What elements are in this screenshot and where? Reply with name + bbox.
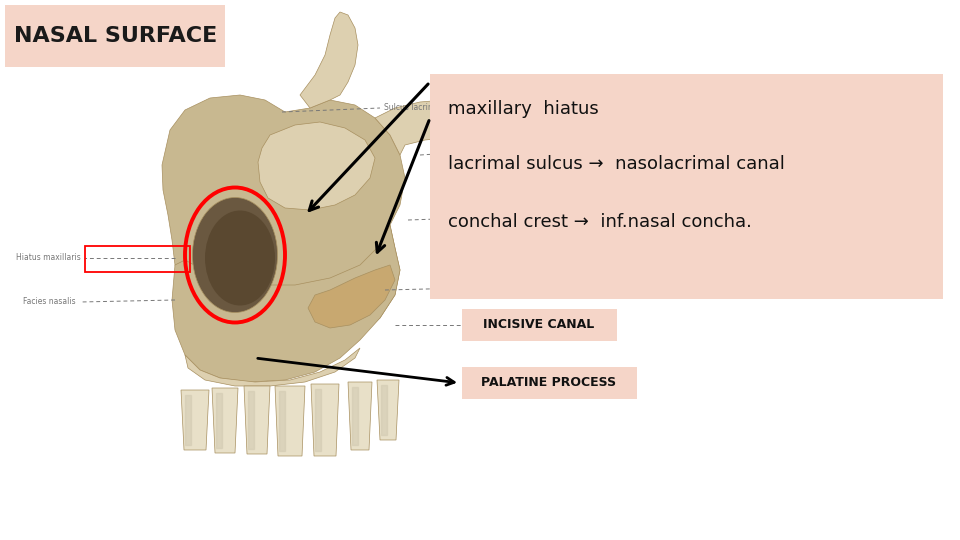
Text: Crista conchalis: Crista conchalis: [472, 213, 533, 222]
Polygon shape: [258, 122, 375, 210]
Ellipse shape: [193, 198, 277, 313]
Text: Sulcus lacrimalis: Sulcus lacrimalis: [384, 104, 448, 112]
Polygon shape: [172, 225, 400, 382]
Polygon shape: [181, 390, 209, 450]
Bar: [5, 5, 225, 67]
Polygon shape: [244, 386, 270, 454]
Polygon shape: [212, 388, 238, 453]
Polygon shape: [300, 12, 358, 108]
Text: PALATINE PROCESS: PALATINE PROCESS: [481, 376, 616, 389]
Polygon shape: [377, 380, 399, 440]
Polygon shape: [315, 389, 321, 451]
Bar: [462, 367, 637, 399]
Polygon shape: [352, 387, 358, 445]
Polygon shape: [162, 95, 405, 352]
Bar: [430, 74, 943, 299]
Polygon shape: [348, 382, 372, 450]
Polygon shape: [248, 391, 254, 449]
Polygon shape: [279, 391, 285, 451]
Polygon shape: [375, 100, 465, 155]
Text: lacrimal sulcus →  nasolacrimal canal: lacrimal sulcus → nasolacrimal canal: [448, 155, 785, 173]
Polygon shape: [381, 385, 387, 435]
Bar: [85, 246, 190, 272]
Text: Facies nasalis: Facies nasalis: [23, 298, 76, 307]
Text: Crista ethmoidalis: Crista ethmoidalis: [472, 147, 542, 157]
Polygon shape: [308, 265, 395, 328]
Text: INCISIVE CANAL: INCISIVE CANAL: [484, 319, 594, 332]
Text: maxillary  hiatus: maxillary hiatus: [448, 100, 599, 118]
Text: conchal crest →  inf.nasal concha.: conchal crest → inf.nasal concha.: [448, 213, 752, 231]
Ellipse shape: [205, 211, 275, 306]
Polygon shape: [185, 348, 360, 386]
Polygon shape: [275, 386, 305, 456]
Polygon shape: [185, 395, 191, 445]
Polygon shape: [311, 384, 339, 456]
Bar: [462, 309, 617, 341]
Text: Crista nasalis: Crista nasalis: [472, 284, 524, 293]
Text: Hiatus maxillaris: Hiatus maxillaris: [16, 253, 81, 262]
Text: NASAL SURFACE: NASAL SURFACE: [14, 26, 217, 46]
Polygon shape: [216, 393, 222, 448]
